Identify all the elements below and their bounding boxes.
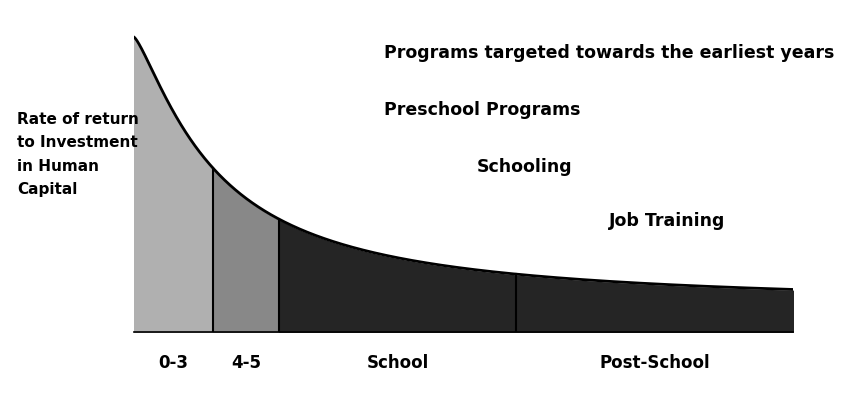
Text: Programs targeted towards the earliest years: Programs targeted towards the earliest y…: [384, 44, 835, 62]
Text: Rate of return
to Investment
in Human
Capital: Rate of return to Investment in Human Ca…: [17, 112, 139, 197]
Text: 0-3: 0-3: [159, 354, 189, 372]
Text: School: School: [366, 354, 428, 372]
Text: Post-School: Post-School: [599, 354, 710, 372]
Text: Job Training: Job Training: [609, 212, 725, 230]
Text: Schooling: Schooling: [477, 158, 572, 176]
Text: Preschool Programs: Preschool Programs: [384, 101, 581, 119]
Text: 4-5: 4-5: [231, 354, 261, 372]
